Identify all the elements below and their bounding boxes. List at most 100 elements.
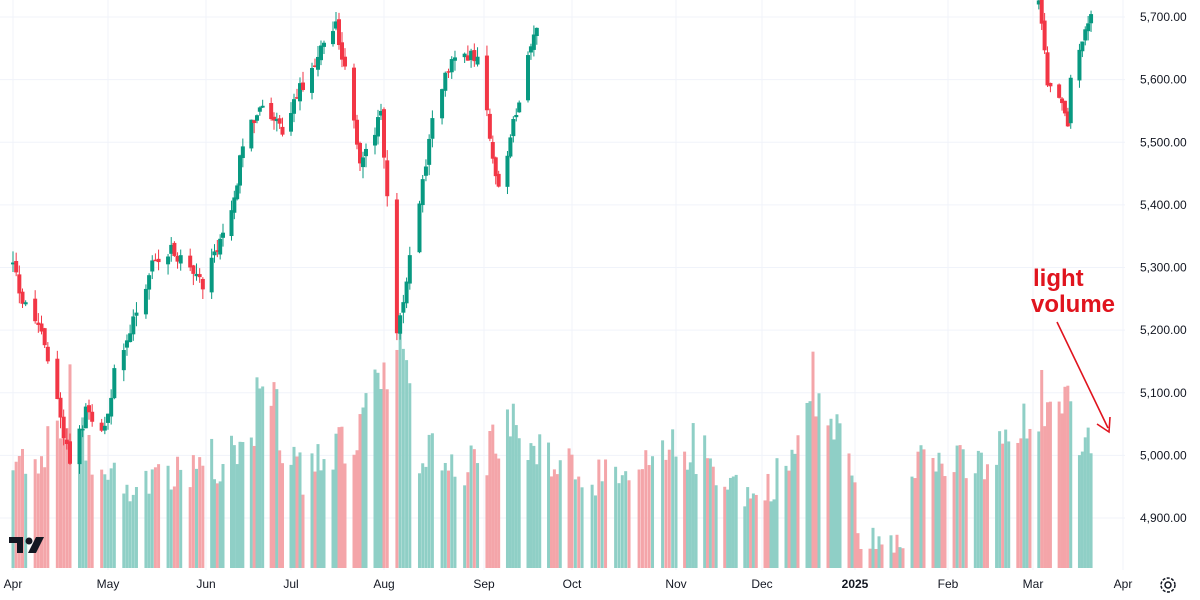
volume-bar: [922, 449, 926, 568]
volume-bar: [313, 471, 317, 568]
candle: [423, 159, 428, 182]
candle: [68, 433, 72, 465]
volume-bar: [919, 445, 923, 568]
volume-bar: [215, 483, 219, 568]
candle: [58, 392, 63, 429]
volume-bar: [337, 427, 341, 568]
candle: [295, 88, 299, 99]
volume-bar: [573, 479, 577, 568]
volume-bar: [871, 527, 875, 568]
annotation-arrow-line: [1056, 321, 1109, 429]
candle: [531, 25, 536, 57]
volume-bar: [358, 414, 362, 568]
candle: [1065, 107, 1070, 127]
volume-bar: [627, 480, 631, 568]
candle: [401, 294, 406, 324]
volume-bar: [453, 476, 457, 568]
volume-bar: [1007, 441, 1011, 568]
volume-bar: [249, 437, 253, 568]
candle: [257, 106, 262, 116]
candle: [398, 312, 403, 340]
volume-bar: [352, 454, 356, 568]
y-tick-label: 5,400.00: [1140, 198, 1187, 212]
candle: [80, 425, 85, 438]
volume-bar: [1048, 401, 1052, 568]
volume-bar: [694, 474, 698, 568]
candle: [449, 56, 454, 79]
volume-bar: [1089, 453, 1093, 568]
gear-icon[interactable]: [1158, 575, 1178, 595]
volume-bar: [316, 444, 320, 568]
candle: [514, 108, 519, 122]
candle: [255, 114, 259, 124]
y-tick-label: 5,100.00: [1140, 386, 1187, 400]
volume-bar: [11, 470, 15, 568]
volume-bar: [856, 533, 860, 568]
volume-bar: [547, 442, 551, 568]
y-tick-label: 5,200.00: [1140, 323, 1187, 337]
volume-bar: [485, 475, 489, 568]
volume-bar: [1046, 402, 1050, 568]
volume-bar: [835, 414, 839, 568]
volume-bar: [494, 453, 498, 568]
volume-bar: [385, 389, 389, 568]
volume-bar: [796, 435, 800, 568]
volume-bar: [644, 450, 648, 568]
candle: [1068, 74, 1073, 129]
candle: [526, 51, 530, 103]
volume-bar: [179, 469, 183, 568]
volume-bar: [201, 465, 205, 568]
candle: [42, 327, 47, 349]
volume-bar: [258, 388, 262, 568]
volume-bar: [106, 479, 110, 568]
candle: [382, 107, 386, 169]
volume-bar: [910, 476, 914, 568]
y-tick-label: 5,700.00: [1140, 10, 1187, 24]
volume-bar: [408, 383, 412, 568]
volume-bar: [671, 429, 675, 568]
volume-bar: [213, 479, 216, 568]
volume-bar: [937, 452, 941, 568]
candle: [11, 251, 15, 273]
volume-bar: [172, 486, 176, 568]
volume-bar: [859, 548, 863, 568]
volume-bar: [880, 544, 884, 568]
volume-bar: [826, 425, 830, 568]
volume-bar: [784, 465, 788, 568]
volume-bar: [703, 435, 707, 568]
candle: [64, 428, 69, 450]
volume-bar: [580, 487, 584, 568]
candle: [493, 156, 498, 185]
candle: [45, 342, 50, 364]
candle: [274, 112, 279, 132]
volume-bar: [169, 489, 173, 568]
volume-bar: [24, 473, 28, 568]
candle: [352, 63, 356, 129]
volume-bar: [210, 438, 214, 568]
volume-bar: [1066, 385, 1070, 568]
volume-bar: [1028, 428, 1032, 568]
volume-bar: [147, 493, 151, 568]
candle: [340, 32, 344, 68]
candle: [337, 12, 341, 50]
volume-bar: [808, 401, 812, 568]
y-tick-label: 4,900.00: [1140, 511, 1187, 525]
candle: [334, 11, 338, 31]
candle: [534, 27, 539, 45]
candle: [446, 68, 451, 79]
volume-bar: [600, 481, 604, 568]
candle: [232, 190, 237, 220]
candle: [14, 252, 19, 277]
volume-bar: [188, 487, 192, 568]
candle: [440, 88, 445, 125]
volume-bar: [604, 459, 608, 568]
volume-bar: [685, 469, 689, 568]
volume-bar: [667, 449, 671, 568]
volume-bar: [272, 382, 276, 568]
volume-bar: [955, 445, 959, 568]
volume-bar: [238, 441, 242, 568]
volume-bar: [775, 458, 779, 568]
volume-bar: [743, 506, 747, 568]
candle: [172, 241, 177, 257]
candle: [83, 403, 88, 429]
